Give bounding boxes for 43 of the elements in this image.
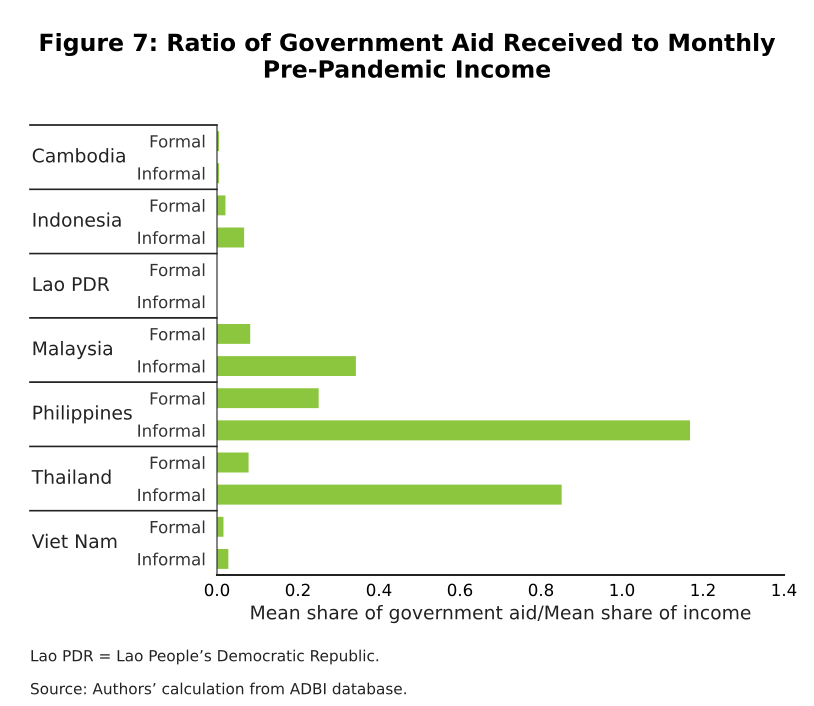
bar (217, 195, 226, 216)
x-tick-label: 0.6 (448, 584, 472, 596)
text: Informal (138, 295, 204, 308)
bar (217, 548, 228, 569)
y-tick-label: Indonesia (34, 212, 121, 227)
bar (217, 324, 250, 344)
text: Formal (150, 392, 204, 405)
bar (217, 420, 690, 440)
text: Informal (138, 552, 204, 566)
text: Formal (150, 263, 204, 276)
bar (217, 228, 244, 248)
x-tick-label: 1.2 (692, 584, 715, 596)
text: Formal (150, 199, 204, 212)
x-tick-label: 0.8 (528, 584, 554, 596)
bar (217, 388, 319, 408)
x-tick-label: 0.2 (286, 584, 310, 596)
y-tick-label: Malaysia (34, 340, 112, 360)
text: Formal (150, 328, 204, 340)
bar (217, 452, 249, 472)
text: Informal (138, 488, 204, 502)
y-tick-label: Cambodia (32, 148, 125, 163)
x-axis-title: Mean share of government aid/Mean share of income (251, 605, 750, 624)
bar (217, 516, 224, 537)
x-tick-label: 1.4 (772, 584, 796, 596)
text: Informal (138, 424, 204, 437)
y-tick-label: Thailand (32, 470, 111, 484)
source-note: Source: Authors’ calculation from ADBI database. (31, 682, 406, 694)
y-tick-label: Philippines (34, 405, 132, 424)
text: Informal (138, 231, 204, 244)
series-label: Informal (138, 166, 204, 180)
text: Informal (138, 360, 204, 373)
x-tick-label: 0.0 (204, 584, 230, 596)
x-tick-label: 1.0 (610, 584, 634, 596)
bar (217, 356, 356, 376)
text: Lao PDR = Lao People’s Democratic Republic. (32, 650, 378, 664)
series-label: Formal (150, 134, 204, 148)
text: Formal (150, 456, 204, 470)
text: Formal (150, 520, 204, 534)
x-tick-label: 0.4 (366, 584, 392, 596)
y-tick-label: Lao PDR (34, 277, 110, 292)
bar (217, 484, 562, 505)
y-tick-label: Viet Nam (32, 534, 116, 548)
chart-title: Figure 7: Ratio of Government Aid Received to Monthly Pre-Pandemic Income (40, 33, 776, 78)
